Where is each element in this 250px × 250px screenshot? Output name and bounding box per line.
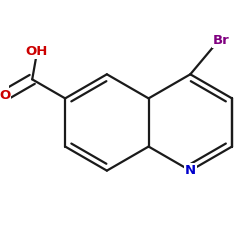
Text: Br: Br	[213, 34, 230, 47]
Text: OH: OH	[26, 46, 48, 59]
Text: O: O	[0, 89, 10, 102]
Text: N: N	[185, 164, 196, 177]
